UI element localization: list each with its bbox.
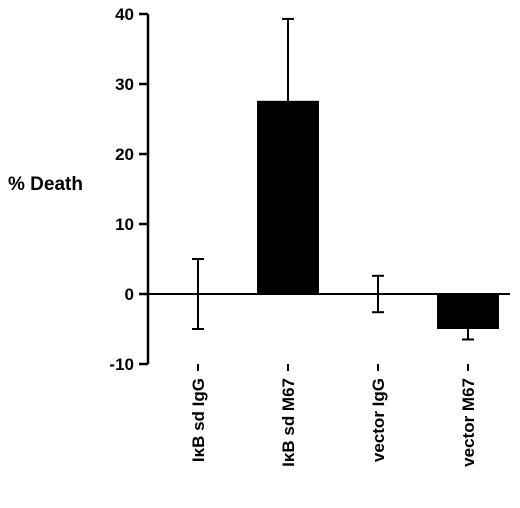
- x-category-label: vector M67: [459, 378, 478, 467]
- x-category-label: IκB sd M67: [279, 378, 298, 467]
- y-tick-label: 20: [115, 145, 134, 164]
- x-category-label: IκB sd IgG: [189, 378, 208, 462]
- y-tick-label: 30: [115, 75, 134, 94]
- x-category-label: vector IgG: [369, 378, 388, 462]
- y-axis-label: % Death: [8, 174, 83, 195]
- plot-area: -10 0 10 20 30 40 IκB sd IgG IκB sd M67 vector I…: [109, 5, 510, 467]
- y-tick-label: 0: [125, 285, 134, 304]
- y-tick-label: -10: [109, 355, 134, 374]
- y-tick-label: 10: [115, 215, 134, 234]
- y-tick-label: 40: [115, 5, 134, 24]
